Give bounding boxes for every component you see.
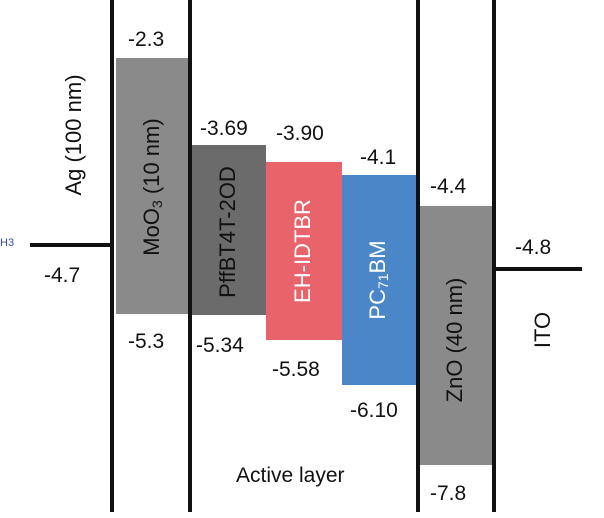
pc71bm-label-pre: PC — [365, 289, 390, 320]
zno-bottom-value: -7.8 — [430, 482, 466, 505]
pffbt-label: PffBT4T-2OD — [215, 166, 240, 298]
pc71bm-label-subscript: 71 — [375, 273, 391, 289]
pc71bm-label-post: BM — [365, 240, 390, 273]
moo3-bottom-value: -5.3 — [128, 330, 164, 353]
pc71bm-label: PC71BM — [365, 240, 391, 319]
ag-label: Ag (100 nm) — [61, 74, 86, 195]
zno-top-value: -4.4 — [430, 175, 467, 198]
moo3-label: MoO3 (10 nm) — [139, 118, 165, 255]
moo3-band — [116, 58, 188, 314]
ehidtbr-label: EH-IDTBR — [290, 199, 315, 303]
ito-level-value: -4.8 — [515, 236, 551, 259]
eh-idtbr-band — [266, 162, 342, 340]
moo3-top-value: -2.3 — [128, 28, 164, 51]
zno-label: ZnO (40 nm) — [442, 278, 467, 403]
moo3-label-thickness: (10 nm) — [139, 118, 164, 200]
pcbm-bottom-value: -6.10 — [350, 399, 398, 422]
pc71bm-band — [342, 175, 416, 385]
pffbt-top-value: -3.69 — [200, 117, 248, 140]
ag-level-value: -4.7 — [44, 264, 80, 287]
moo3-label-main: MoO — [139, 208, 164, 256]
ito-label: ITO — [530, 312, 555, 348]
ehidtbr-top-value: -3.90 — [276, 122, 324, 145]
ehidtbr-bottom-value: -5.58 — [272, 358, 320, 381]
pffbt4t-2od-band — [192, 145, 266, 315]
pcbm-top-value: -4.1 — [360, 146, 396, 169]
zno-band — [420, 206, 492, 465]
moo3-label-subscript: 3 — [149, 200, 165, 208]
active-layer-label: Active layer — [236, 464, 345, 487]
corner-fragment-label: H3 — [0, 237, 14, 249]
pffbt-bottom-value: -5.34 — [196, 334, 244, 357]
